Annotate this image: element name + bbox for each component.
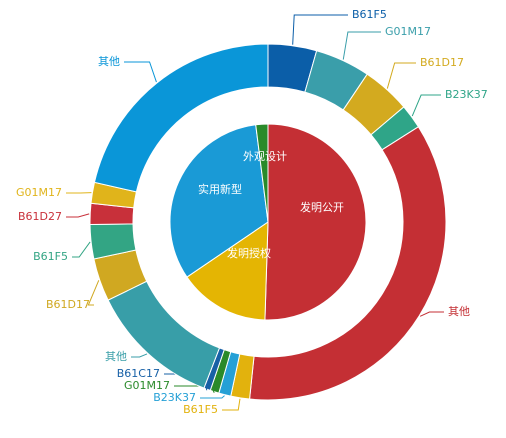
slice-label: B61F5	[183, 403, 218, 416]
slice-label: 发明授权	[227, 246, 271, 260]
leader-line	[72, 241, 91, 258]
slice	[186, 221, 269, 321]
slice-label: B61F5	[352, 8, 387, 21]
slice-label: B23K37	[445, 88, 488, 101]
slice-label: B61D17	[46, 298, 90, 311]
leader-line	[87, 280, 100, 306]
leader-line	[124, 61, 157, 83]
slice	[93, 43, 269, 193]
slice-label: 发明公开	[300, 200, 344, 214]
leader-line	[222, 398, 241, 411]
slice-label: G01M17	[385, 25, 431, 38]
slice	[169, 124, 269, 278]
slice-label: 实用新型	[198, 182, 242, 196]
slice	[255, 123, 269, 223]
slice	[264, 123, 367, 321]
slice-label: B23K37	[153, 391, 196, 404]
slice-label: 其他	[448, 305, 470, 318]
slice-label: 其他	[98, 55, 120, 68]
slice-label: B61D17	[420, 56, 464, 69]
slice-label: B61C17	[117, 367, 160, 380]
slice-label: B61D27	[18, 210, 62, 223]
slice-label: 外观设计	[243, 150, 287, 163]
slice-label: B61F5	[33, 250, 68, 263]
slice-label: G01M17	[124, 379, 170, 392]
leader-line	[386, 62, 416, 89]
leader-line	[292, 14, 348, 45]
slice-label: 其他	[105, 350, 127, 363]
leader-line	[342, 31, 381, 60]
slice-label: G01M17	[16, 186, 62, 199]
leader-line	[131, 353, 148, 358]
leader-line	[200, 395, 225, 399]
leader-line	[66, 213, 90, 218]
leader-line	[419, 311, 444, 317]
leader-line	[411, 94, 441, 117]
